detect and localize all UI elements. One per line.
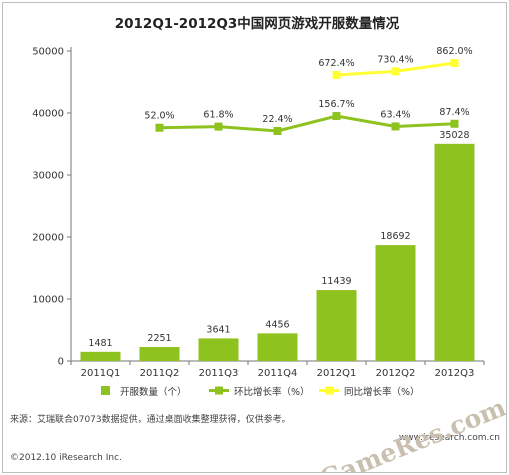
yoy-rate-label: 730.4% bbox=[377, 54, 413, 65]
bar-value-label: 3641 bbox=[206, 324, 230, 335]
source-note: 来源：艾瑞联合07073数据提供，通过桌面收集整理获得，仅供参考。 bbox=[10, 413, 291, 425]
mom-rate-line bbox=[159, 114, 455, 133]
mom-rate-label: 156.7% bbox=[318, 99, 354, 110]
mom-rate-point bbox=[273, 127, 282, 135]
bar-value-label: 4456 bbox=[265, 319, 289, 330]
bar bbox=[434, 143, 475, 361]
mom-rate-label: 87.4% bbox=[439, 107, 469, 118]
y-tick-label: 30000 bbox=[32, 171, 64, 182]
mom-rate-point bbox=[155, 123, 164, 132]
yoy-rate-label: 862.0% bbox=[436, 46, 472, 57]
x-tick-label: 2011Q4 bbox=[258, 368, 298, 379]
y-tick-label: 0 bbox=[58, 357, 64, 368]
x-tick-label: 2011Q1 bbox=[81, 368, 121, 379]
mom-rate-label: 22.4% bbox=[262, 114, 292, 125]
mom-rate-point bbox=[391, 122, 400, 131]
bar bbox=[257, 333, 298, 361]
bar bbox=[375, 245, 416, 361]
legend-bar-swatch bbox=[101, 386, 110, 395]
copyright-text: ©2012.10 iResearch Inc. bbox=[10, 453, 122, 463]
yoy-rate-point bbox=[391, 67, 400, 76]
mom-rate-label: 52.0% bbox=[144, 111, 174, 122]
bar-value-label: 2251 bbox=[147, 333, 171, 344]
bar-value-label: 11439 bbox=[321, 276, 351, 287]
bar bbox=[139, 347, 180, 361]
chart-svg: 2012Q1-2012Q3中国网页游戏开服数量情况 0 10000 20000 300… bbox=[10, 15, 506, 472]
bar-value-label: 35028 bbox=[439, 130, 469, 141]
mom-rate-point bbox=[214, 122, 223, 131]
y-tick-label: 10000 bbox=[32, 295, 64, 306]
bar bbox=[80, 351, 121, 361]
mom-rate-label: 63.4% bbox=[380, 109, 410, 120]
mom-rate-label: 61.8% bbox=[203, 110, 233, 121]
watermark-logo: GameRes.com bbox=[316, 393, 506, 472]
legend-marker-swatch bbox=[325, 386, 333, 395]
y-tick-label: 20000 bbox=[32, 233, 64, 244]
x-tick-label: 2011Q2 bbox=[140, 368, 180, 379]
y-tick-label: 50000 bbox=[32, 47, 64, 58]
chart-title: 2012Q1-2012Q3中国网页游戏开服数量情况 bbox=[115, 15, 400, 32]
mom-rate-point bbox=[332, 112, 341, 121]
x-tick-label: 2012Q3 bbox=[435, 368, 475, 379]
y-tick-label: 40000 bbox=[32, 109, 64, 120]
yoy-rate-point bbox=[332, 71, 341, 79]
yoy-rate-label: 672.4% bbox=[318, 58, 354, 69]
x-tick-label: 2012Q1 bbox=[317, 368, 357, 379]
legend-label: 环比增长率（%） bbox=[234, 386, 310, 398]
legend-label: 同比增长率（%） bbox=[344, 386, 420, 398]
yoy-rate-point bbox=[450, 59, 459, 67]
mom-rate-point bbox=[450, 119, 459, 128]
bar-value-label: 18692 bbox=[380, 231, 410, 242]
site-text: www.iresearch.com.cn bbox=[399, 433, 500, 443]
legend-label: 开服数量（个） bbox=[120, 386, 187, 398]
legend-marker-swatch bbox=[215, 386, 223, 395]
bar bbox=[198, 338, 239, 361]
bar bbox=[316, 290, 357, 361]
x-tick-label: 2012Q2 bbox=[376, 368, 416, 379]
bar-value-label: 1481 bbox=[88, 338, 112, 349]
x-tick-label: 2011Q3 bbox=[199, 368, 239, 379]
